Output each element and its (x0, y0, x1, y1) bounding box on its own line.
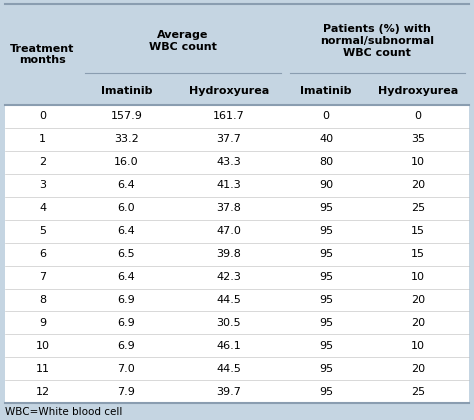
Text: 95: 95 (319, 318, 333, 328)
Text: 6.9: 6.9 (118, 341, 135, 351)
Text: 161.7: 161.7 (213, 111, 245, 121)
Text: 7: 7 (39, 272, 46, 282)
Text: 6.4: 6.4 (118, 180, 135, 190)
Text: 42.3: 42.3 (217, 272, 241, 282)
Text: 3: 3 (39, 180, 46, 190)
Text: 7.0: 7.0 (118, 364, 135, 374)
Text: 37.7: 37.7 (217, 134, 241, 144)
Text: 0: 0 (414, 111, 421, 121)
Bar (5, 105, 469, 128)
Text: 6: 6 (39, 249, 46, 259)
Text: 12: 12 (36, 387, 50, 397)
Text: 6.4: 6.4 (118, 226, 135, 236)
Bar (5, 312, 469, 334)
Text: 8: 8 (39, 295, 46, 305)
Text: 20: 20 (411, 318, 425, 328)
Text: 0: 0 (39, 111, 46, 121)
Bar (5, 380, 469, 403)
Text: Imatinib: Imatinib (301, 87, 352, 96)
Text: 37.8: 37.8 (217, 203, 241, 213)
Text: Hydroxyurea: Hydroxyurea (378, 87, 458, 96)
Text: 16.0: 16.0 (114, 158, 138, 167)
Text: 47.0: 47.0 (217, 226, 241, 236)
Text: 41.3: 41.3 (217, 180, 241, 190)
Text: 6.9: 6.9 (118, 318, 135, 328)
Text: 35: 35 (411, 134, 425, 144)
Text: 95: 95 (319, 341, 333, 351)
Text: 6.5: 6.5 (118, 249, 135, 259)
Text: Imatinib: Imatinib (100, 87, 152, 96)
Bar (5, 289, 469, 312)
Text: Hydroxyurea: Hydroxyurea (189, 87, 269, 96)
Bar (5, 243, 469, 265)
Text: 6.9: 6.9 (118, 295, 135, 305)
Text: 44.5: 44.5 (217, 364, 241, 374)
Bar (5, 334, 469, 357)
Text: WBC=White blood cell: WBC=White blood cell (5, 407, 122, 417)
Text: 15: 15 (411, 226, 425, 236)
Text: 10: 10 (411, 272, 425, 282)
Bar (5, 197, 469, 220)
Text: 7.9: 7.9 (118, 387, 135, 397)
Text: 33.2: 33.2 (114, 134, 139, 144)
Text: 20: 20 (411, 295, 425, 305)
Text: 95: 95 (319, 364, 333, 374)
Text: 95: 95 (319, 249, 333, 259)
Text: 6.4: 6.4 (118, 272, 135, 282)
Text: 90: 90 (319, 180, 333, 190)
Bar (5, 128, 469, 151)
Bar (5, 265, 469, 289)
Bar (5, 151, 469, 174)
Bar (5, 357, 469, 380)
Text: 44.5: 44.5 (217, 295, 241, 305)
Text: 9: 9 (39, 318, 46, 328)
Text: Patients (%) with
normal/subnormal
WBC count: Patients (%) with normal/subnormal WBC c… (320, 24, 435, 58)
Text: Average
WBC count: Average WBC count (149, 30, 217, 52)
Text: 10: 10 (36, 341, 50, 351)
Text: 80: 80 (319, 158, 333, 167)
Text: 0: 0 (323, 111, 329, 121)
Text: 95: 95 (319, 203, 333, 213)
Text: 10: 10 (411, 158, 425, 167)
Text: 10: 10 (411, 341, 425, 351)
Text: 39.8: 39.8 (217, 249, 241, 259)
Text: Treatment
months: Treatment months (10, 44, 75, 66)
Text: 95: 95 (319, 295, 333, 305)
Text: 2: 2 (39, 158, 46, 167)
Text: 6.0: 6.0 (118, 203, 135, 213)
Text: 30.5: 30.5 (217, 318, 241, 328)
Text: 20: 20 (411, 364, 425, 374)
Text: 11: 11 (36, 364, 50, 374)
Text: 157.9: 157.9 (110, 111, 142, 121)
Bar (5, 220, 469, 243)
Text: 39.7: 39.7 (217, 387, 241, 397)
Text: 46.1: 46.1 (217, 341, 241, 351)
Text: 95: 95 (319, 226, 333, 236)
Bar (5, 174, 469, 197)
Bar (5, 4, 469, 105)
Text: 5: 5 (39, 226, 46, 236)
Text: 95: 95 (319, 387, 333, 397)
Text: 1: 1 (39, 134, 46, 144)
Text: 4: 4 (39, 203, 46, 213)
Text: 25: 25 (411, 387, 425, 397)
Text: 15: 15 (411, 249, 425, 259)
Text: 20: 20 (411, 180, 425, 190)
Text: 43.3: 43.3 (217, 158, 241, 167)
Text: 25: 25 (411, 203, 425, 213)
Text: 95: 95 (319, 272, 333, 282)
Text: 40: 40 (319, 134, 333, 144)
